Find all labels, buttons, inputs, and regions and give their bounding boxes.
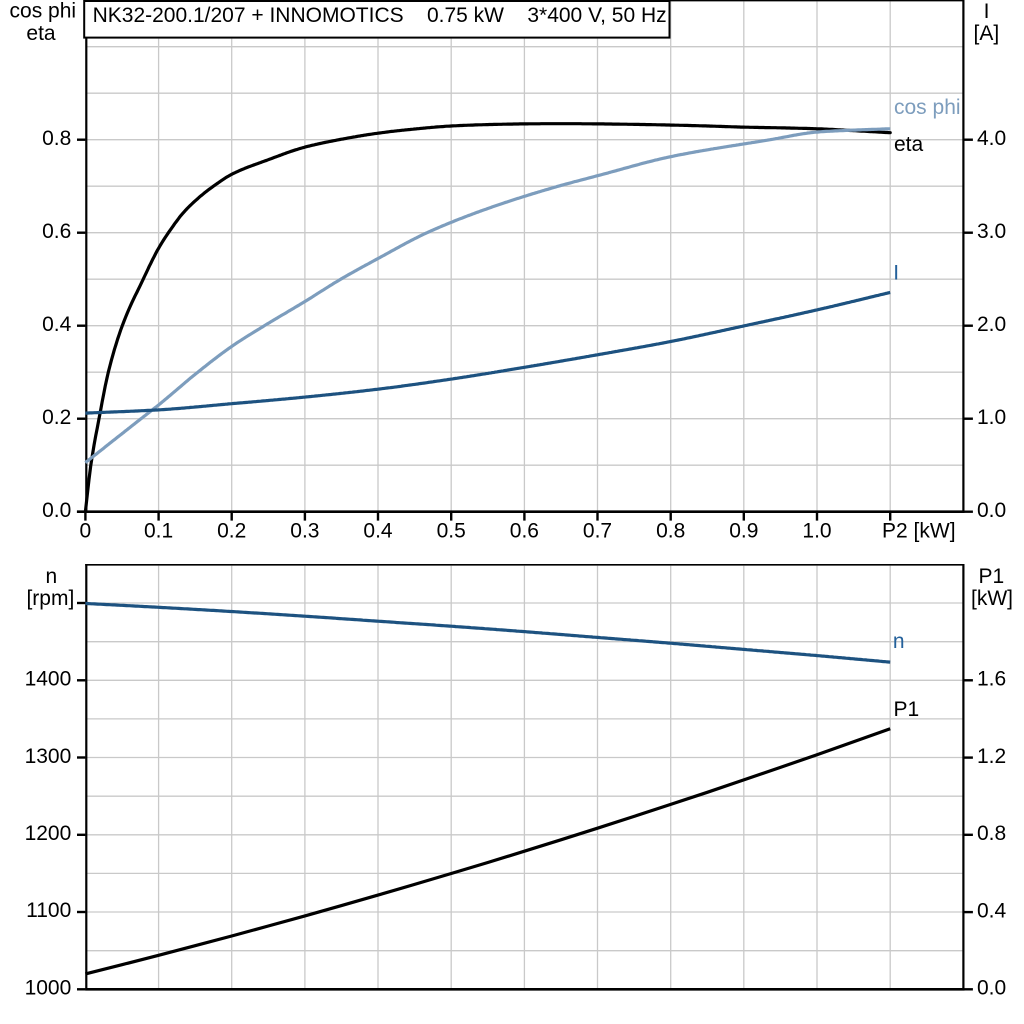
svg-text:0.2: 0.2 <box>217 519 246 542</box>
svg-text:4.0: 4.0 <box>977 127 1006 150</box>
svg-text:0.4: 0.4 <box>42 313 72 336</box>
svg-text:n: n <box>45 565 57 588</box>
svg-text:eta: eta <box>894 133 924 156</box>
svg-text:0: 0 <box>80 519 92 542</box>
svg-text:0.0: 0.0 <box>977 977 1006 1000</box>
svg-text:cos phi: cos phi <box>10 0 77 23</box>
svg-text:0.8: 0.8 <box>656 519 685 542</box>
svg-text:1.6: 1.6 <box>977 668 1006 691</box>
svg-text:0.4: 0.4 <box>363 519 393 542</box>
svg-text:eta: eta <box>26 22 56 45</box>
svg-text:0.8: 0.8 <box>42 127 71 150</box>
svg-text:0.0: 0.0 <box>977 499 1006 522</box>
svg-text:P1: P1 <box>978 565 1004 588</box>
svg-text:3.0: 3.0 <box>977 220 1006 243</box>
svg-text:0.0: 0.0 <box>42 499 71 522</box>
svg-text:1.2: 1.2 <box>977 745 1006 768</box>
svg-text:0.9: 0.9 <box>729 519 758 542</box>
svg-text:cos phi: cos phi <box>894 96 961 119</box>
svg-text:0.1: 0.1 <box>144 519 173 542</box>
svg-text:1200: 1200 <box>25 822 72 845</box>
svg-text:0.3: 0.3 <box>290 519 319 542</box>
svg-text:0.4: 0.4 <box>977 899 1007 922</box>
svg-text:[rpm]: [rpm] <box>26 587 74 610</box>
svg-text:0.2: 0.2 <box>42 406 71 429</box>
svg-text:0.5: 0.5 <box>437 519 466 542</box>
svg-text:0.8: 0.8 <box>977 822 1006 845</box>
svg-text:[kW]: [kW] <box>971 587 1013 610</box>
svg-text:I: I <box>984 0 990 23</box>
svg-text:P2 [kW]: P2 [kW] <box>882 519 956 542</box>
svg-text:0.6: 0.6 <box>42 220 71 243</box>
svg-text:NK32-200.1/207 + INNOMOTICS: NK32-200.1/207 + INNOMOTICS 0.75 kW 3*40… <box>93 4 667 27</box>
svg-text:0.6: 0.6 <box>510 519 539 542</box>
svg-text:1.0: 1.0 <box>977 406 1006 429</box>
svg-text:1400: 1400 <box>25 668 72 691</box>
svg-text:n: n <box>893 630 905 653</box>
svg-text:1000: 1000 <box>25 977 72 1000</box>
svg-text:2.0: 2.0 <box>977 313 1006 336</box>
svg-text:I: I <box>893 261 899 284</box>
svg-text:0.7: 0.7 <box>583 519 612 542</box>
svg-text:1300: 1300 <box>25 745 72 768</box>
svg-text:1100: 1100 <box>26 899 71 922</box>
svg-text:[A]: [A] <box>974 22 1000 45</box>
svg-text:P1: P1 <box>894 698 920 721</box>
svg-text:1.0: 1.0 <box>802 519 831 542</box>
